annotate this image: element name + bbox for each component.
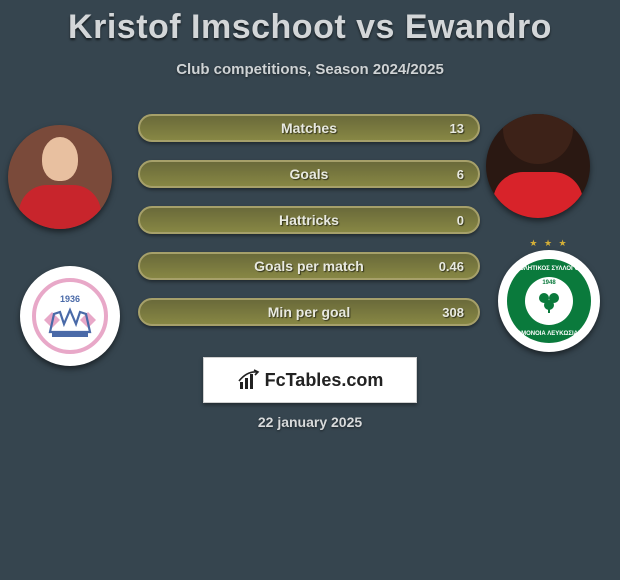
stat-label: Goals	[290, 166, 329, 182]
stat-bar-min-per-goal: Min per goal 308	[138, 298, 480, 326]
stat-label: Goals per match	[254, 258, 364, 274]
club-right-top-text: ΑΘΛΗΤΙΚΟΣ ΣΥΛΛΟΓΟΣ	[515, 266, 583, 272]
club-right-badge: ★ ★ ★ ΑΘΛΗΤΙΚΟΣ ΣΥΛΛΟΓΟΣ 1948 ΟΜΟΝΟΙΑ ΛΕ…	[498, 250, 600, 352]
stat-value: 6	[457, 167, 464, 182]
player-left-avatar	[8, 125, 112, 229]
fctables-logo-box: FcTables.com	[203, 357, 417, 403]
club-left-badge-inner: 1936	[30, 276, 110, 356]
club-right-bottom-text: ΟΜΟΝΟΙΑ ΛΕΥΚΩΣΙΑΣ	[516, 331, 581, 337]
club-left-badge: 1936	[20, 266, 120, 366]
stat-bar-matches: Matches 13	[138, 114, 480, 142]
date-text: 22 january 2025	[258, 414, 362, 430]
fctables-logo-text: FcTables.com	[265, 370, 384, 391]
stat-value: 0	[457, 213, 464, 228]
club-right-badge-inner: ΑΘΛΗΤΙΚΟΣ ΣΥΛΛΟΓΟΣ 1948 ΟΜΟΝΟΙΑ ΛΕΥΚΩΣΙΑ…	[507, 259, 591, 343]
stat-value: 308	[442, 305, 464, 320]
stars-icon: ★ ★ ★	[529, 238, 568, 249]
stat-bar-goals: Goals 6	[138, 160, 480, 188]
stat-label: Hattricks	[279, 212, 339, 228]
stat-label: Min per goal	[268, 304, 350, 320]
stat-value: 0.46	[439, 259, 464, 274]
page-title: Kristof Imschoot vs Ewandro	[0, 0, 620, 47]
shamrock-icon	[536, 288, 562, 314]
stat-value: 13	[450, 121, 464, 136]
stat-bars: Matches 13 Goals 6 Hattricks 0 Goals per…	[138, 114, 480, 344]
fctables-logo: FcTables.com	[237, 368, 384, 392]
stat-bar-goals-per-match: Goals per match 0.46	[138, 252, 480, 280]
player-right-avatar	[486, 114, 590, 218]
stat-label: Matches	[281, 120, 337, 136]
stat-bar-hattricks: Hattricks 0	[138, 206, 480, 234]
chart-icon	[237, 368, 261, 392]
subtitle: Club competitions, Season 2024/2025	[0, 61, 620, 78]
club-left-year: 1936	[60, 294, 80, 304]
club-right-year: 1948	[542, 280, 555, 286]
